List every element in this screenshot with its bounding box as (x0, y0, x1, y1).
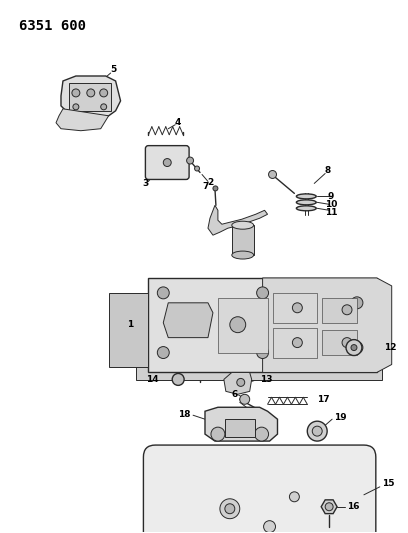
Bar (232, 225, 254, 255)
Circle shape (72, 89, 80, 97)
Circle shape (342, 337, 352, 348)
Circle shape (325, 503, 333, 511)
Text: 15: 15 (382, 479, 394, 488)
Circle shape (220, 499, 240, 519)
Text: 4: 4 (175, 118, 182, 127)
Text: 19: 19 (334, 413, 347, 422)
Polygon shape (163, 303, 213, 337)
Polygon shape (109, 293, 149, 367)
Text: 9: 9 (328, 192, 334, 201)
Circle shape (293, 303, 302, 313)
Circle shape (101, 104, 106, 110)
Bar (69, 83, 111, 111)
Text: 2: 2 (207, 178, 213, 187)
Text: 11: 11 (325, 208, 337, 217)
Text: 1: 1 (127, 320, 134, 329)
Circle shape (257, 346, 268, 359)
Circle shape (87, 89, 95, 97)
Bar (218, 298, 268, 352)
Bar (273, 293, 317, 322)
Ellipse shape (232, 251, 254, 259)
Polygon shape (208, 205, 268, 235)
Text: 16: 16 (347, 502, 359, 511)
Ellipse shape (296, 200, 316, 205)
Bar (273, 328, 317, 358)
Polygon shape (205, 407, 277, 441)
FancyBboxPatch shape (144, 445, 376, 533)
FancyBboxPatch shape (145, 146, 189, 180)
Text: 3: 3 (142, 179, 149, 188)
Bar (225, 419, 255, 437)
Circle shape (255, 427, 268, 441)
Circle shape (342, 305, 352, 315)
Text: 6351 600: 6351 600 (19, 19, 86, 33)
Circle shape (312, 426, 322, 436)
Circle shape (307, 421, 327, 441)
Circle shape (351, 342, 363, 353)
Text: 10: 10 (325, 200, 337, 209)
Ellipse shape (296, 194, 316, 199)
Bar (322, 298, 357, 322)
Circle shape (157, 346, 169, 359)
Text: 13: 13 (259, 375, 272, 384)
Circle shape (351, 345, 357, 351)
Circle shape (211, 427, 225, 441)
Circle shape (157, 287, 169, 299)
Circle shape (257, 287, 268, 299)
Circle shape (240, 394, 250, 404)
Circle shape (186, 157, 193, 164)
Bar (149, 278, 377, 373)
Circle shape (346, 340, 362, 356)
Polygon shape (136, 362, 382, 381)
Circle shape (163, 158, 171, 166)
Circle shape (213, 186, 218, 191)
Text: 12: 12 (384, 343, 396, 352)
Text: 6: 6 (232, 390, 238, 399)
Circle shape (230, 317, 246, 333)
Text: 14: 14 (146, 375, 158, 384)
Bar (322, 330, 357, 354)
Circle shape (289, 492, 299, 502)
Circle shape (73, 104, 79, 110)
Text: 7: 7 (203, 182, 209, 191)
Polygon shape (56, 109, 109, 131)
Text: 18: 18 (177, 410, 190, 419)
Circle shape (293, 337, 302, 348)
Circle shape (195, 166, 200, 171)
Circle shape (172, 374, 184, 385)
Ellipse shape (296, 206, 316, 211)
Polygon shape (61, 76, 121, 119)
Text: 5: 5 (111, 64, 117, 74)
Circle shape (225, 504, 235, 514)
Text: 8: 8 (324, 166, 330, 175)
Circle shape (268, 171, 277, 179)
Text: 17: 17 (317, 395, 330, 404)
Ellipse shape (232, 221, 254, 229)
Circle shape (351, 297, 363, 309)
Polygon shape (224, 373, 252, 394)
Circle shape (100, 89, 108, 97)
Circle shape (264, 521, 275, 532)
Polygon shape (321, 500, 337, 514)
Circle shape (237, 378, 245, 386)
Polygon shape (263, 278, 392, 373)
